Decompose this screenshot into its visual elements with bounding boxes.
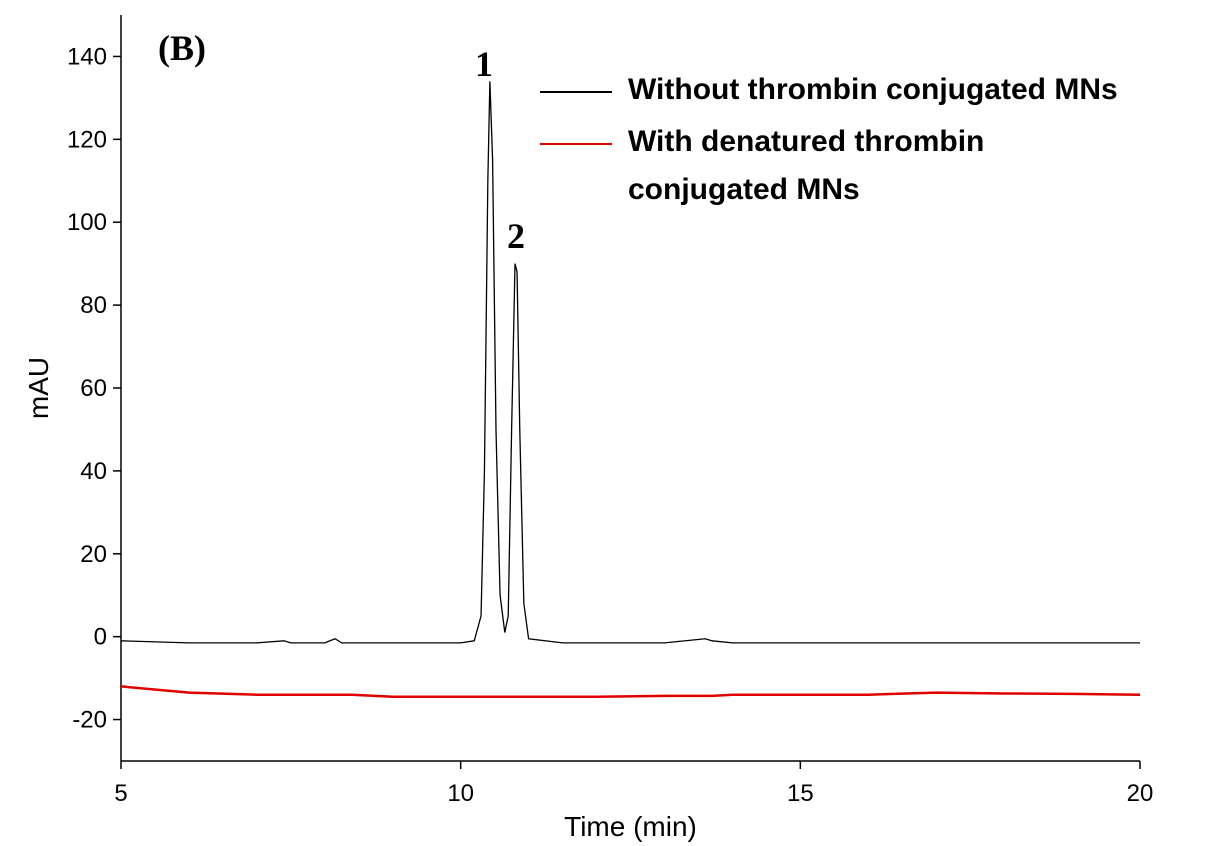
- legend-swatch: [540, 143, 612, 145]
- legend-label: Without thrombin conjugated MNs: [628, 73, 1118, 106]
- y-axis-label: mAU: [23, 357, 54, 419]
- y-tick-label: 140: [67, 43, 107, 70]
- x-tick-label: 10: [447, 780, 474, 807]
- annotation: (B): [158, 28, 206, 68]
- legend-entry: Without thrombin conjugated MNs: [540, 66, 1118, 114]
- annotation: 1: [475, 44, 493, 84]
- series-line: [120, 685, 1141, 699]
- y-tick-label: 60: [80, 375, 107, 402]
- y-tick-label: 20: [80, 541, 107, 568]
- y-tick-label: 80: [80, 292, 107, 319]
- y-tick-label: 40: [80, 458, 107, 485]
- y-tick-label: 100: [67, 209, 107, 236]
- legend-swatch: [540, 91, 612, 93]
- legend-entry: With denatured thrombin conjugated MNs: [540, 118, 1068, 214]
- annotation: 2: [507, 216, 525, 256]
- x-tick-label: 20: [1127, 780, 1154, 807]
- y-tick-label: -20: [72, 707, 107, 734]
- x-tick-label: 15: [787, 780, 814, 807]
- series-line: [120, 81, 1140, 644]
- y-tick-label: 120: [67, 126, 107, 153]
- legend: Without thrombin conjugated MNs With dena…: [540, 66, 1118, 218]
- x-tick-label: 5: [114, 780, 127, 807]
- y-tick-label: 0: [94, 624, 107, 651]
- legend-label: With denatured thrombin conjugated MNs: [628, 125, 985, 206]
- x-axis-label: Time (min): [564, 811, 697, 842]
